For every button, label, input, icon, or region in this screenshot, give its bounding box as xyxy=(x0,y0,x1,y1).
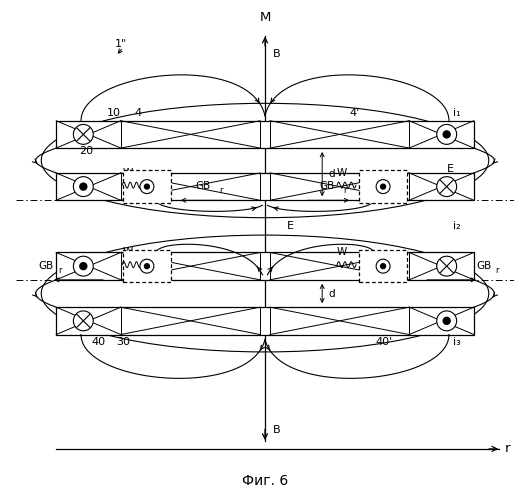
Bar xyxy=(56,307,474,334)
Circle shape xyxy=(376,180,390,194)
Circle shape xyxy=(443,131,450,138)
Circle shape xyxy=(437,124,457,144)
Circle shape xyxy=(145,184,149,189)
Text: 10: 10 xyxy=(107,108,120,118)
Circle shape xyxy=(140,259,154,273)
Circle shape xyxy=(376,259,390,273)
Circle shape xyxy=(381,184,385,189)
Bar xyxy=(123,250,171,282)
Circle shape xyxy=(73,124,93,144)
Circle shape xyxy=(145,264,149,268)
Text: W: W xyxy=(337,168,347,177)
Circle shape xyxy=(437,176,457,197)
Circle shape xyxy=(140,180,154,194)
Text: E: E xyxy=(446,164,454,174)
Text: u: u xyxy=(391,261,397,271)
Circle shape xyxy=(80,183,87,190)
Circle shape xyxy=(73,311,93,331)
Text: W: W xyxy=(122,247,132,257)
Text: r: r xyxy=(59,266,62,275)
Bar xyxy=(56,252,474,280)
Text: r: r xyxy=(219,186,222,196)
Text: M: M xyxy=(259,11,271,24)
Text: r: r xyxy=(495,266,499,275)
Bar xyxy=(359,250,407,282)
Text: W: W xyxy=(122,168,132,177)
Text: u: u xyxy=(391,182,397,192)
Text: GB: GB xyxy=(39,261,54,271)
Text: 20: 20 xyxy=(80,146,93,156)
Text: GB: GB xyxy=(195,182,210,192)
Text: i₂: i₂ xyxy=(453,222,461,232)
Bar xyxy=(359,170,407,203)
Text: 1": 1" xyxy=(114,38,127,48)
Text: B: B xyxy=(273,48,280,58)
Text: GB: GB xyxy=(476,261,491,271)
Circle shape xyxy=(73,176,93,197)
Circle shape xyxy=(437,311,457,331)
Text: u: u xyxy=(154,261,161,271)
Bar xyxy=(123,170,171,203)
Text: d: d xyxy=(328,288,335,298)
Circle shape xyxy=(443,318,450,324)
Text: 40: 40 xyxy=(91,337,105,347)
Text: B: B xyxy=(273,425,280,435)
Circle shape xyxy=(437,256,457,276)
Bar xyxy=(56,120,474,148)
Text: W: W xyxy=(337,247,347,257)
Text: 40': 40' xyxy=(376,337,393,347)
Text: Фиг. 6: Фиг. 6 xyxy=(242,474,288,488)
Text: i₁: i₁ xyxy=(453,108,461,118)
Text: 4': 4' xyxy=(349,108,360,118)
Text: i₃: i₃ xyxy=(453,337,461,347)
Circle shape xyxy=(73,256,93,276)
Text: 30: 30 xyxy=(116,337,130,347)
Text: u: u xyxy=(154,182,161,192)
Text: d: d xyxy=(328,169,335,179)
Text: E: E xyxy=(287,222,294,232)
Text: GB: GB xyxy=(320,182,335,192)
Circle shape xyxy=(381,264,385,268)
Text: r: r xyxy=(343,186,347,196)
Bar xyxy=(56,173,474,201)
Text: 4: 4 xyxy=(135,108,142,118)
Text: r: r xyxy=(505,442,510,456)
Circle shape xyxy=(80,262,87,270)
